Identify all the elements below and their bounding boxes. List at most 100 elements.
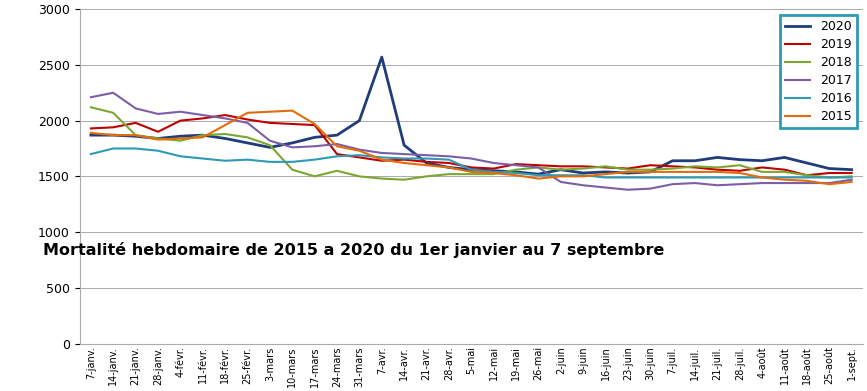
2020 xyxy=(578,170,589,175)
2019 xyxy=(86,126,96,131)
2015 xyxy=(846,179,857,184)
2016 xyxy=(175,154,186,159)
2018 xyxy=(511,167,521,172)
2019 xyxy=(846,170,857,175)
2018 xyxy=(623,167,633,172)
2020 xyxy=(779,155,790,160)
2015 xyxy=(198,135,208,140)
2018 xyxy=(220,132,231,136)
2016 xyxy=(779,175,790,180)
2020 xyxy=(511,170,521,174)
2016 xyxy=(600,175,610,180)
2015 xyxy=(578,174,589,179)
2017 xyxy=(108,90,119,95)
2017 xyxy=(846,178,857,182)
2019 xyxy=(623,166,633,171)
2017 xyxy=(355,147,365,152)
2016 xyxy=(466,167,477,172)
2020 xyxy=(645,170,655,174)
2015 xyxy=(623,170,633,174)
2019 xyxy=(242,117,252,122)
2018 xyxy=(645,167,655,172)
2017 xyxy=(690,181,701,185)
2017 xyxy=(533,165,544,170)
2018 xyxy=(824,175,834,180)
2019 xyxy=(287,122,297,126)
2018 xyxy=(399,178,409,182)
2020 xyxy=(623,170,633,175)
2019 xyxy=(600,165,610,170)
2017 xyxy=(376,151,387,155)
2019 xyxy=(690,165,701,170)
2016 xyxy=(712,175,722,180)
2020 xyxy=(846,167,857,172)
2017 xyxy=(287,145,297,150)
2015 xyxy=(757,175,767,180)
Line: 2018: 2018 xyxy=(91,107,851,180)
2015 xyxy=(310,122,320,126)
2019 xyxy=(466,165,477,170)
2019 xyxy=(310,123,320,127)
2015 xyxy=(802,178,812,183)
2017 xyxy=(578,183,589,188)
2020 xyxy=(444,165,454,170)
Line: 2015: 2015 xyxy=(91,111,851,184)
2020 xyxy=(734,157,745,162)
2019 xyxy=(399,157,409,162)
2020 xyxy=(332,133,342,138)
2019 xyxy=(130,120,140,125)
2016 xyxy=(488,170,499,174)
2015 xyxy=(86,131,96,135)
2019 xyxy=(734,169,745,173)
2019 xyxy=(511,162,521,167)
2020 xyxy=(108,133,119,138)
Legend: 2020, 2019, 2018, 2017, 2016, 2015: 2020, 2019, 2018, 2017, 2016, 2015 xyxy=(779,15,857,128)
2018 xyxy=(802,173,812,178)
2016 xyxy=(802,175,812,180)
2017 xyxy=(802,181,812,185)
2017 xyxy=(712,183,722,188)
2019 xyxy=(578,164,589,169)
2017 xyxy=(645,186,655,191)
2020 xyxy=(130,134,140,138)
2018 xyxy=(600,164,610,169)
2015 xyxy=(130,133,140,138)
2016 xyxy=(399,156,409,161)
2017 xyxy=(511,163,521,168)
2017 xyxy=(198,113,208,117)
2020 xyxy=(264,145,275,150)
2017 xyxy=(488,161,499,165)
2020 xyxy=(824,166,834,171)
2015 xyxy=(108,133,119,138)
2015 xyxy=(734,170,745,175)
2015 xyxy=(511,173,521,178)
2017 xyxy=(86,95,96,100)
2016 xyxy=(86,152,96,156)
2017 xyxy=(242,120,252,125)
Line: 2020: 2020 xyxy=(91,57,851,174)
2015 xyxy=(399,161,409,165)
2017 xyxy=(444,154,454,159)
2015 xyxy=(175,136,186,141)
2019 xyxy=(108,125,119,130)
2017 xyxy=(668,182,678,187)
2019 xyxy=(332,152,342,156)
2016 xyxy=(421,156,432,161)
2020 xyxy=(175,134,186,138)
2015 xyxy=(376,157,387,162)
2018 xyxy=(466,172,477,176)
2020 xyxy=(533,172,544,176)
2016 xyxy=(310,157,320,162)
2017 xyxy=(332,142,342,146)
2016 xyxy=(130,146,140,151)
2018 xyxy=(376,176,387,181)
2019 xyxy=(421,160,432,164)
2017 xyxy=(153,111,163,116)
2017 xyxy=(264,138,275,143)
2017 xyxy=(399,152,409,156)
2016 xyxy=(645,175,655,180)
2020 xyxy=(466,167,477,172)
2016 xyxy=(153,148,163,153)
2016 xyxy=(757,175,767,180)
2016 xyxy=(287,160,297,164)
